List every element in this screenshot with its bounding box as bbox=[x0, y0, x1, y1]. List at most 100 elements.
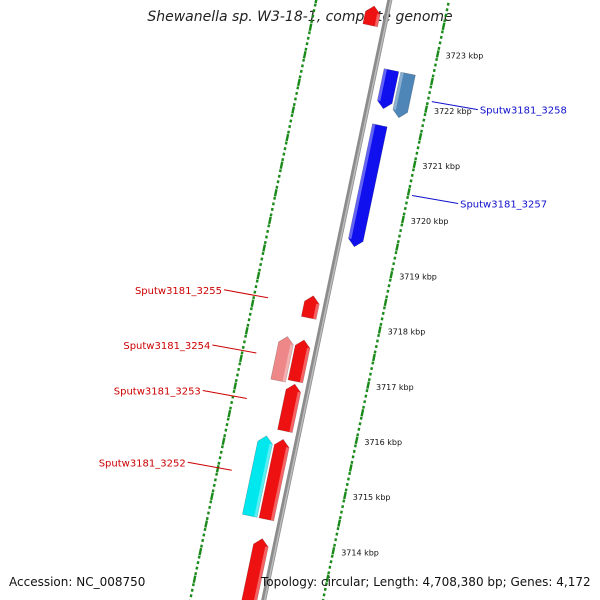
inner-major-tick bbox=[308, 23, 313, 31]
gene-arrow bbox=[287, 339, 311, 384]
inner-minor-tick bbox=[290, 113, 294, 118]
scale-tick-label: 3720 kbp bbox=[411, 217, 449, 226]
gene-arrow-shade bbox=[313, 303, 320, 320]
outer-minor-tick bbox=[340, 510, 343, 514]
outer-minor-tick bbox=[445, 8, 449, 12]
outer-minor-tick bbox=[359, 416, 363, 420]
outer-major-tick bbox=[395, 243, 400, 251]
gene-arrow bbox=[241, 538, 269, 600]
outer-minor-tick bbox=[365, 389, 369, 393]
outer-minor-tick bbox=[334, 538, 338, 542]
inner-major-tick bbox=[285, 133, 290, 142]
inner-minor-tick bbox=[206, 511, 210, 515]
inner-major-tick bbox=[227, 409, 232, 418]
inner-minor-tick bbox=[205, 516, 209, 521]
inner-minor-tick bbox=[217, 461, 221, 465]
outer-major-tick bbox=[412, 160, 417, 169]
backbone-line bbox=[261, 0, 393, 600]
inner-major-tick bbox=[314, 0, 318, 4]
outer-minor-tick bbox=[396, 239, 400, 244]
outer-minor-tick bbox=[371, 361, 375, 365]
inner-minor-tick bbox=[241, 345, 245, 349]
gene-arrow-shade bbox=[254, 443, 273, 518]
gene-label: Sputw3181_3257 bbox=[460, 200, 547, 211]
inner-minor-tick bbox=[288, 124, 292, 129]
outer-minor-tick bbox=[438, 41, 442, 45]
label-leaders bbox=[187, 101, 478, 471]
outer-minor-tick bbox=[356, 433, 360, 437]
outer-minor-tick bbox=[432, 68, 436, 73]
outer-major-tick bbox=[372, 353, 376, 362]
inner-minor-tick bbox=[270, 207, 274, 211]
inner-minor-tick bbox=[281, 158, 285, 162]
inner-minor-tick bbox=[312, 9, 316, 13]
inner-minor-tick bbox=[238, 362, 242, 366]
outer-minor-tick bbox=[391, 267, 394, 271]
label-leader-line bbox=[187, 461, 232, 471]
inner-major-tick bbox=[192, 575, 197, 583]
outer-minor-tick bbox=[373, 350, 377, 354]
gene-label: Sputw3181_3255 bbox=[135, 286, 222, 297]
scale-tick-label: 3715 kbp bbox=[353, 493, 391, 502]
outer-minor-tick bbox=[429, 85, 433, 89]
inner-minor-tick bbox=[304, 47, 308, 51]
inner-minor-tick bbox=[263, 240, 267, 245]
label-leader-line bbox=[212, 344, 257, 354]
inner-minor-tick bbox=[189, 594, 193, 598]
inner-major-tick bbox=[250, 299, 255, 307]
outer-minor-tick bbox=[417, 140, 421, 144]
outer-minor-tick bbox=[344, 488, 348, 492]
backbone-highlight bbox=[263, 0, 392, 600]
outer-minor-tick bbox=[357, 427, 361, 431]
outer-minor-tick bbox=[392, 262, 396, 266]
genome-backbone bbox=[261, 0, 393, 600]
inner-minor-tick bbox=[302, 58, 306, 62]
gene-arrow-shade bbox=[348, 123, 376, 239]
inner-minor-tick bbox=[275, 185, 279, 189]
inner-major-tick bbox=[233, 382, 238, 390]
inner-minor-tick bbox=[225, 423, 229, 427]
gene-labels: 3723 kbp 3722 kbp 3721 kbp 3720 kbp 3719 kbp… bbox=[99, 52, 567, 558]
inner-minor-tick bbox=[307, 31, 311, 35]
label-leader-line bbox=[202, 390, 247, 400]
outer-major-tick bbox=[337, 519, 342, 527]
outer-minor-tick bbox=[335, 532, 339, 536]
outer-minor-tick bbox=[408, 184, 412, 189]
inner-minor-tick bbox=[203, 527, 207, 532]
outer-minor-tick bbox=[358, 422, 362, 426]
outer-minor-tick bbox=[440, 30, 444, 34]
outer-minor-tick bbox=[329, 560, 333, 564]
inner-minor-tick bbox=[298, 75, 302, 79]
outer-minor-tick bbox=[414, 157, 418, 161]
inner-minor-tick bbox=[220, 445, 224, 449]
outer-minor-tick bbox=[420, 129, 423, 133]
outer-major-tick bbox=[325, 574, 330, 583]
inner-minor-tick bbox=[295, 91, 299, 96]
accession-text: Accession: NC_008750 bbox=[9, 575, 146, 589]
inner-minor-tick bbox=[246, 323, 250, 327]
inner-major-tick bbox=[221, 437, 226, 445]
inner-minor-tick bbox=[202, 533, 206, 537]
inner-minor-tick bbox=[252, 296, 256, 300]
outer-minor-tick bbox=[330, 554, 334, 558]
outer-minor-tick bbox=[350, 460, 354, 465]
outer-minor-tick bbox=[415, 151, 419, 155]
inner-minor-tick bbox=[261, 251, 265, 256]
outer-minor-tick bbox=[327, 571, 331, 575]
outer-minor-tick bbox=[409, 179, 413, 183]
outer-minor-tick bbox=[322, 593, 326, 597]
label-leader-line bbox=[412, 195, 459, 205]
gene-arrow bbox=[301, 295, 320, 320]
gene-arrow-shade bbox=[270, 447, 290, 521]
outer-minor-tick bbox=[348, 471, 352, 476]
inner-minor-tick bbox=[277, 174, 281, 178]
outer-major-tick bbox=[331, 546, 336, 555]
gene-arrow bbox=[362, 5, 381, 28]
inner-minor-tick bbox=[191, 583, 195, 587]
outer-major-tick bbox=[354, 436, 359, 445]
inner-major-tick bbox=[198, 547, 203, 556]
inner-major-tick bbox=[302, 51, 307, 59]
gene-arrow-shade bbox=[289, 391, 301, 433]
outer-major-tick bbox=[406, 188, 411, 196]
gene-arrow-shade bbox=[299, 347, 310, 383]
